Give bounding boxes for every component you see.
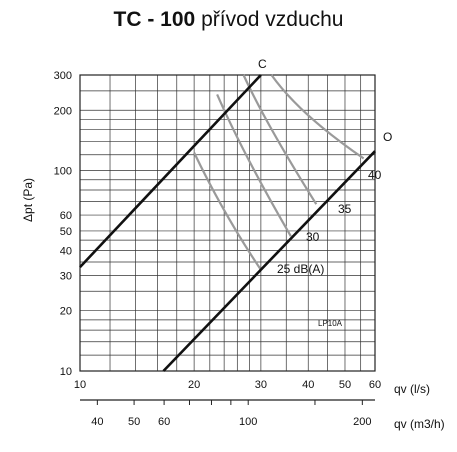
noise-label-25: 25 dB(A)	[277, 262, 324, 276]
chart-grid	[79, 74, 376, 372]
x2-tick-label: 60	[158, 416, 170, 428]
y-axis-label: Δpt (Pa)	[21, 178, 35, 222]
noise-curves	[193, 74, 365, 271]
series-line	[79, 74, 262, 268]
series-lines	[79, 74, 376, 372]
x-tick-label: 10	[74, 379, 86, 391]
y-tick-label: 40	[60, 245, 72, 257]
x-tick-label: 40	[302, 379, 314, 391]
y-tick-label: 30	[60, 270, 72, 282]
x2-tick-label: 100	[239, 416, 257, 428]
x2-tick-label: 50	[128, 416, 140, 428]
noise-curve	[216, 93, 292, 237]
y-tick-label: 60	[60, 210, 72, 222]
y-tick-label: 10	[60, 366, 72, 378]
noise-curve	[242, 74, 318, 205]
chart-title-model: TC - 100	[113, 8, 196, 31]
series-line	[162, 150, 376, 372]
series-label-c: C	[258, 57, 267, 71]
noise-curve	[193, 152, 262, 271]
y-tick-label: 300	[54, 70, 72, 82]
annotation-lp10a: LP10A	[318, 319, 343, 328]
series-label-o: O	[383, 130, 392, 144]
noise-label-40: 40	[368, 168, 382, 182]
noise-curve	[270, 74, 365, 160]
secondary-axis: 40 50 60 100 200	[91, 400, 372, 428]
noise-label-35: 35	[338, 202, 352, 216]
x-tick-label: 60	[369, 379, 381, 391]
x-axis-label-m3h: qv (m3/h)	[394, 417, 445, 431]
x2-tick-label: 200	[353, 416, 371, 428]
chart-title-text: přívod vzduchu	[201, 8, 344, 31]
x-tick-label: 50	[339, 379, 351, 391]
y-tick-label: 100	[54, 166, 72, 178]
chart-title: TC - 100 přívod vzduchu	[0, 8, 457, 32]
y-tick-label: 20	[60, 306, 72, 318]
x-axis-label: qv (l/s)	[394, 382, 430, 396]
x2-tick-label: 40	[91, 416, 103, 428]
x-tick-label: 30	[255, 379, 267, 391]
y-tick-label: 200	[54, 105, 72, 117]
plot-frame	[79, 74, 376, 372]
y-tick-label: 50	[60, 226, 72, 238]
x-tick-label: 20	[188, 379, 200, 391]
noise-label-30: 30	[306, 230, 320, 244]
tick-labels: 10 20 30 40 50 60 300 200 100 60 50 40 30 20 10	[54, 70, 381, 391]
